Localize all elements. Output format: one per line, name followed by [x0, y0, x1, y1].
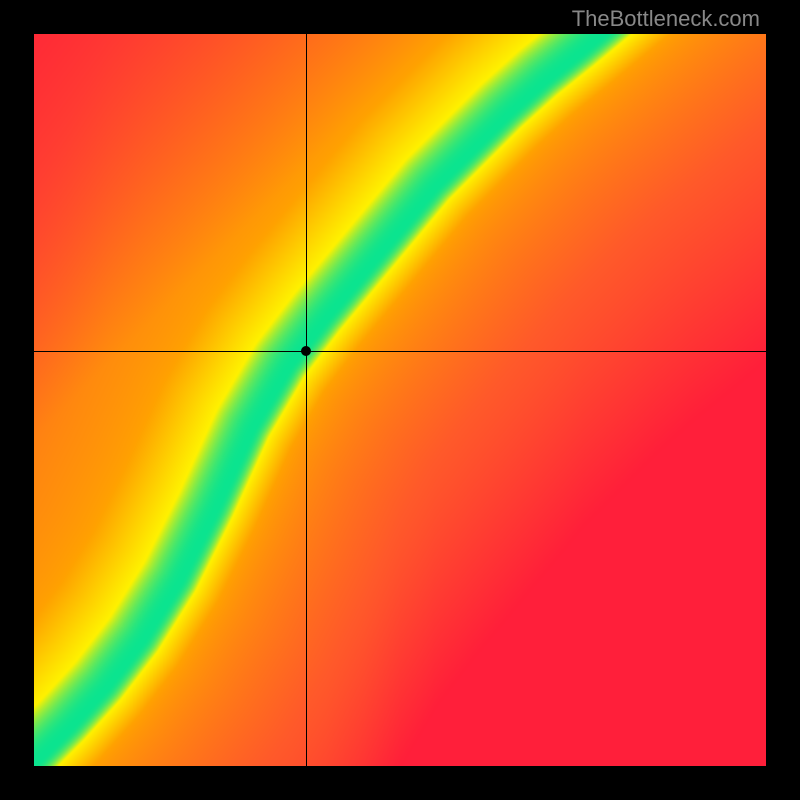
marker-dot	[301, 346, 311, 356]
bottleneck-heatmap	[34, 34, 766, 766]
crosshair-horizontal	[34, 351, 766, 352]
watermark-text: TheBottleneck.com	[572, 6, 760, 32]
crosshair-vertical	[306, 34, 307, 766]
heatmap-canvas	[34, 34, 766, 766]
